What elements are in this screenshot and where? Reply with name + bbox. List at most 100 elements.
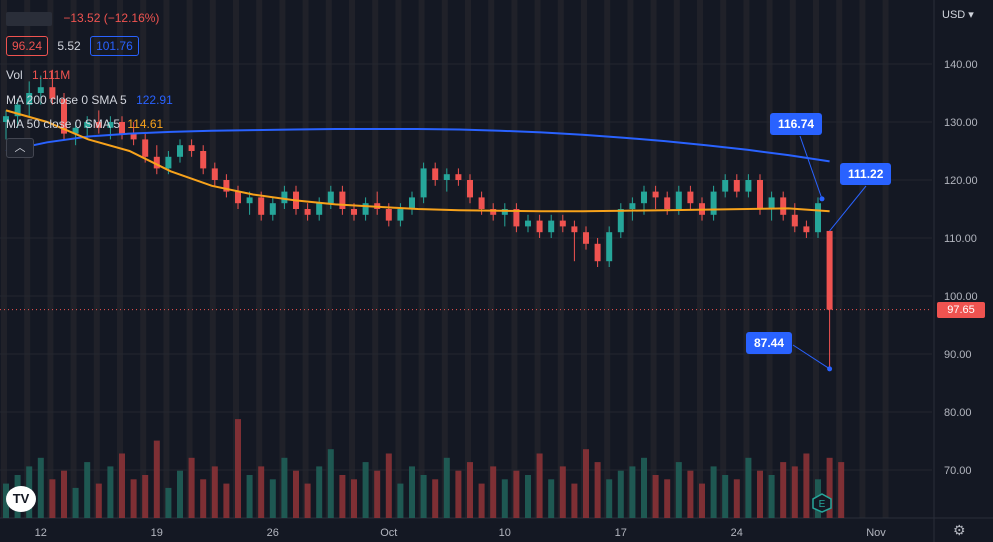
volume-bar [153, 440, 160, 518]
callout-open: 111.22 [840, 163, 892, 185]
ma50-line [5, 109, 830, 213]
volume-bar [211, 466, 218, 518]
volume-bar [443, 457, 450, 518]
volume-bar [780, 462, 787, 518]
session-stripe [441, 0, 448, 518]
volume-bar [687, 470, 694, 518]
candle-body [478, 197, 485, 209]
volume-bar [513, 470, 520, 518]
volume-bar [246, 475, 253, 518]
candle-body [420, 168, 427, 198]
session-stripe [349, 0, 355, 518]
candle-body [606, 232, 613, 262]
candle-body [710, 191, 717, 215]
volume-bar [49, 479, 56, 518]
volume-bar [490, 466, 497, 518]
candle-body [84, 122, 91, 128]
y-tick-label: 110.00 [944, 233, 977, 245]
volume-bar [316, 466, 323, 518]
candle-body [594, 243, 601, 262]
volume-value: 1.111M [32, 68, 71, 82]
ask-price[interactable]: 101.76 [90, 36, 139, 56]
candle-body [235, 191, 241, 204]
earnings-event-icon[interactable]: E [812, 493, 832, 513]
candle-body [281, 191, 288, 204]
candle-body [258, 197, 265, 215]
volume-bar [258, 466, 265, 518]
volume-bar [37, 457, 44, 518]
session-stripe [859, 0, 866, 518]
session-stripe [163, 0, 170, 518]
session-stripe [47, 0, 54, 518]
candle-body [629, 203, 636, 209]
volume-bar [351, 479, 357, 518]
callout-marker [819, 196, 825, 202]
volume-bar [409, 466, 415, 518]
volume-bar [652, 475, 659, 518]
session-stripe [302, 0, 309, 518]
candle-body [525, 220, 531, 227]
session-stripe [581, 0, 587, 518]
session-stripe [117, 0, 123, 518]
currency-label: USD [942, 9, 966, 21]
session-stripe [93, 0, 100, 518]
settings-gear-icon[interactable]: ⚙ [953, 522, 966, 538]
symbol-header-row: −13.52 (−12.16%) [6, 11, 159, 26]
volume-bar [536, 453, 543, 518]
session-stripe [882, 0, 889, 518]
volume-bar [84, 462, 91, 518]
session-stripe [789, 0, 796, 518]
y-tick-label: 120.00 [944, 175, 978, 187]
candle-body [61, 98, 67, 134]
candle-body [26, 93, 33, 105]
session-stripe [395, 0, 402, 518]
volume-bar [362, 462, 369, 518]
session-stripe [511, 0, 518, 518]
candle-body [246, 197, 253, 204]
currency-selector[interactable]: USD ▾ [942, 9, 974, 21]
symbol-icons[interactable] [6, 11, 52, 26]
volume-bar [757, 470, 763, 518]
session-stripe [1, 0, 7, 518]
session-stripe [279, 0, 286, 518]
volume-bar [304, 483, 311, 518]
volume-bar [107, 466, 114, 518]
volume-bar [629, 466, 636, 518]
bid-price[interactable]: 96.24 [6, 36, 49, 56]
candle-body [803, 226, 810, 233]
session-stripe [209, 0, 216, 518]
x-tick-label: 10 [499, 527, 511, 539]
candle-body [95, 122, 102, 128]
y-tick-label: 80.00 [944, 407, 972, 419]
candle-body [490, 209, 497, 215]
volume-legend[interactable]: Vol 1.111M [6, 68, 70, 82]
candle-body [119, 122, 125, 134]
session-stripe [697, 0, 703, 518]
candle-body [130, 133, 137, 140]
volume-bar [200, 479, 207, 518]
callout-leader [799, 135, 823, 200]
candle-body [548, 220, 555, 233]
volume-bar [710, 466, 717, 518]
ma50-legend[interactable]: MA 50 close 0 SMA 5 114.61 [6, 117, 163, 131]
candle-body [455, 174, 462, 180]
volume-bar [838, 462, 845, 518]
tradingview-logo-icon[interactable]: TV [6, 486, 36, 512]
candle-body [177, 145, 183, 157]
session-stripe [325, 0, 332, 518]
candle-body [745, 180, 752, 192]
session-stripe [256, 0, 263, 518]
ma200-legend[interactable]: MA 200 close 0 SMA 5 122.91 [6, 93, 173, 107]
volume-bar [142, 475, 149, 518]
candle-body [675, 191, 682, 209]
volume-bar [269, 479, 276, 518]
candle-body [780, 197, 787, 215]
ma200-value: 122.91 [136, 93, 173, 107]
chevron-up-icon[interactable]: ︿ [6, 138, 34, 158]
candle-body [757, 180, 763, 209]
svg-text:E: E [819, 499, 826, 510]
session-stripe [70, 0, 77, 518]
candle-body [188, 145, 195, 151]
